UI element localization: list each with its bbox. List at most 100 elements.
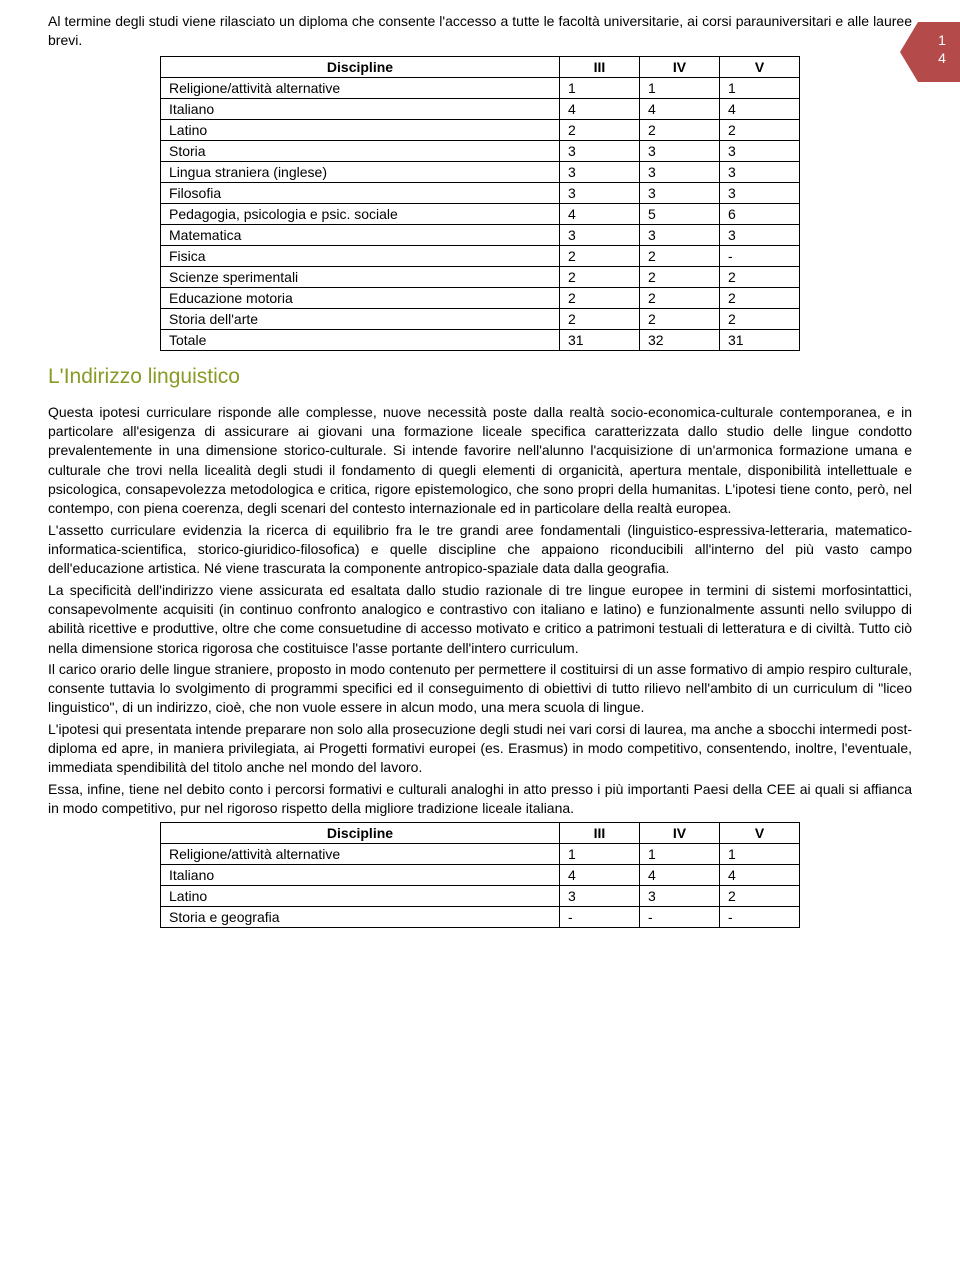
value-cell: 2 [720, 287, 800, 308]
table-row: Educazione motoria222 [161, 287, 800, 308]
col-header: V [720, 823, 800, 844]
value-cell: 4 [640, 98, 720, 119]
subject-cell: Matematica [161, 224, 560, 245]
table-row: Scienze sperimentali222 [161, 266, 800, 287]
table-row: Italiano444 [161, 865, 800, 886]
value-cell: - [640, 907, 720, 928]
subject-cell: Latino [161, 119, 560, 140]
col-header: III [560, 56, 640, 77]
table-row: Latino222 [161, 119, 800, 140]
subject-cell: Religione/attività alternative [161, 844, 560, 865]
col-header: V [720, 56, 800, 77]
subject-cell: Italiano [161, 865, 560, 886]
value-cell: 2 [560, 119, 640, 140]
value-cell: 1 [560, 77, 640, 98]
body-text: Questa ipotesi curriculare risponde alle… [48, 403, 912, 819]
value-cell: 2 [640, 287, 720, 308]
value-cell: 4 [560, 865, 640, 886]
value-cell: 31 [560, 329, 640, 350]
value-cell: 3 [640, 161, 720, 182]
body-paragraph: La specificità dell'indirizzo viene assi… [48, 581, 912, 658]
body-paragraph: Il carico orario delle lingue straniere,… [48, 660, 912, 718]
value-cell: 32 [640, 329, 720, 350]
value-cell: 3 [720, 161, 800, 182]
value-cell: 3 [560, 182, 640, 203]
section-heading: L'Indirizzo linguistico [48, 365, 912, 389]
value-cell: 2 [640, 266, 720, 287]
value-cell: 4 [720, 865, 800, 886]
value-cell: 4 [640, 865, 720, 886]
table-row: Storia e geografia--- [161, 907, 800, 928]
value-cell: 3 [640, 886, 720, 907]
value-cell: 2 [640, 119, 720, 140]
subject-cell: Latino [161, 886, 560, 907]
value-cell: 3 [640, 140, 720, 161]
table-row: Latino332 [161, 886, 800, 907]
table-row: Fisica22- [161, 245, 800, 266]
page-number-bottom: 4 [934, 50, 950, 68]
col-header: IV [640, 823, 720, 844]
subject-cell: Storia e geografia [161, 907, 560, 928]
body-paragraph: Questa ipotesi curriculare risponde alle… [48, 403, 912, 519]
value-cell: 2 [720, 886, 800, 907]
value-cell: 1 [640, 844, 720, 865]
value-cell: 4 [560, 203, 640, 224]
table-header-row: Discipline III IV V [161, 56, 800, 77]
value-cell: 4 [560, 98, 640, 119]
table-row: Italiano444 [161, 98, 800, 119]
subject-cell: Italiano [161, 98, 560, 119]
table-row: Storia333 [161, 140, 800, 161]
table-row: Storia dell'arte222 [161, 308, 800, 329]
value-cell: 2 [560, 287, 640, 308]
value-cell: 4 [720, 98, 800, 119]
intro-paragraph: Al termine degli studi viene rilasciato … [48, 12, 912, 50]
table-row: Filosofia333 [161, 182, 800, 203]
value-cell: 3 [560, 886, 640, 907]
value-cell: 2 [720, 119, 800, 140]
value-cell: 2 [720, 308, 800, 329]
subject-cell: Fisica [161, 245, 560, 266]
discipline-table-2: Discipline III IV V Religione/attività a… [160, 822, 800, 928]
value-cell: 1 [720, 844, 800, 865]
value-cell: 2 [640, 308, 720, 329]
value-cell: 3 [640, 182, 720, 203]
value-cell: - [720, 907, 800, 928]
table-row: Religione/attività alternative111 [161, 77, 800, 98]
discipline-table-1: Discipline III IV V Religione/attività a… [160, 56, 800, 351]
table-row: Lingua straniera (inglese)333 [161, 161, 800, 182]
body-paragraph: L'ipotesi qui presentata intende prepara… [48, 720, 912, 778]
col-header: III [560, 823, 640, 844]
subject-cell: Storia [161, 140, 560, 161]
value-cell: 3 [720, 224, 800, 245]
value-cell: - [720, 245, 800, 266]
subject-cell: Storia dell'arte [161, 308, 560, 329]
page-number-marker: 1 4 [900, 22, 960, 82]
col-header: Discipline [161, 56, 560, 77]
subject-cell: Educazione motoria [161, 287, 560, 308]
table-header-row: Discipline III IV V [161, 823, 800, 844]
value-cell: 2 [640, 245, 720, 266]
value-cell: 3 [720, 182, 800, 203]
page-number-top: 1 [934, 32, 950, 50]
subject-cell: Lingua straniera (inglese) [161, 161, 560, 182]
value-cell: 3 [640, 224, 720, 245]
table-row: Matematica333 [161, 224, 800, 245]
value-cell: 3 [560, 161, 640, 182]
subject-cell: Totale [161, 329, 560, 350]
value-cell: 1 [720, 77, 800, 98]
table-row: Totale313231 [161, 329, 800, 350]
value-cell: 31 [720, 329, 800, 350]
value-cell: 1 [640, 77, 720, 98]
value-cell: 6 [720, 203, 800, 224]
value-cell: 1 [560, 844, 640, 865]
value-cell: 2 [560, 245, 640, 266]
subject-cell: Religione/attività alternative [161, 77, 560, 98]
value-cell: 3 [720, 140, 800, 161]
col-header: IV [640, 56, 720, 77]
value-cell: 2 [720, 266, 800, 287]
table-row: Religione/attività alternative111 [161, 844, 800, 865]
subject-cell: Filosofia [161, 182, 560, 203]
body-paragraph: L'assetto curriculare evidenzia la ricer… [48, 521, 912, 579]
col-header: Discipline [161, 823, 560, 844]
value-cell: 2 [560, 308, 640, 329]
